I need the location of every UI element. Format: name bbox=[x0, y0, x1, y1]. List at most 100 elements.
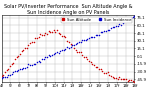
Point bbox=[76, 51, 79, 53]
Point bbox=[61, 36, 63, 37]
Point bbox=[52, 53, 55, 55]
Point bbox=[84, 56, 87, 57]
Point bbox=[103, 72, 105, 74]
Point bbox=[88, 38, 90, 39]
Point bbox=[26, 66, 28, 68]
Point bbox=[123, 20, 126, 22]
Point bbox=[81, 40, 84, 41]
Point bbox=[5, 76, 8, 78]
Point bbox=[29, 64, 32, 65]
Point bbox=[37, 60, 40, 62]
Point bbox=[31, 41, 33, 42]
Point bbox=[0, 75, 3, 76]
Point bbox=[69, 46, 72, 48]
Point bbox=[96, 34, 99, 36]
Point bbox=[47, 30, 50, 32]
Point bbox=[44, 33, 47, 34]
Point bbox=[16, 70, 18, 72]
Point bbox=[26, 47, 28, 48]
Point bbox=[130, 17, 132, 19]
Point bbox=[118, 23, 120, 25]
Point bbox=[110, 75, 112, 77]
Point bbox=[10, 63, 13, 65]
Point bbox=[0, 77, 3, 79]
Point bbox=[93, 36, 95, 38]
Point bbox=[22, 50, 25, 51]
Point bbox=[115, 77, 117, 78]
Point bbox=[54, 31, 57, 33]
Point bbox=[12, 71, 15, 73]
Point bbox=[39, 33, 42, 35]
Point bbox=[91, 63, 94, 64]
Point bbox=[64, 37, 67, 38]
Point bbox=[36, 37, 38, 39]
Point bbox=[73, 47, 75, 48]
Legend: Sun Altitude, Sun Incidence: Sun Altitude, Sun Incidence bbox=[61, 17, 132, 22]
Point bbox=[16, 56, 18, 58]
Point bbox=[126, 18, 129, 20]
Point bbox=[17, 55, 20, 57]
Point bbox=[106, 30, 109, 31]
Point bbox=[104, 30, 107, 32]
Point bbox=[81, 54, 84, 56]
Point bbox=[57, 52, 60, 54]
Point bbox=[56, 52, 58, 53]
Point bbox=[47, 55, 50, 56]
Point bbox=[32, 41, 35, 42]
Point bbox=[10, 73, 13, 75]
Point bbox=[76, 42, 79, 44]
Point bbox=[120, 24, 122, 26]
Point bbox=[115, 25, 117, 27]
Point bbox=[22, 68, 25, 69]
Point bbox=[106, 71, 109, 73]
Point bbox=[86, 58, 89, 60]
Point bbox=[73, 44, 75, 46]
Point bbox=[125, 78, 127, 80]
Point bbox=[20, 51, 23, 52]
Point bbox=[2, 74, 5, 76]
Point bbox=[49, 31, 52, 32]
Point bbox=[41, 34, 43, 36]
Point bbox=[121, 22, 124, 23]
Point bbox=[78, 42, 80, 43]
Point bbox=[32, 63, 35, 65]
Point bbox=[42, 59, 45, 60]
Point bbox=[126, 80, 129, 82]
Point bbox=[83, 39, 85, 41]
Point bbox=[108, 29, 110, 30]
Point bbox=[44, 56, 47, 58]
Point bbox=[133, 82, 136, 83]
Point bbox=[68, 47, 70, 48]
Point bbox=[113, 77, 116, 78]
Point bbox=[7, 75, 10, 76]
Point bbox=[131, 16, 134, 18]
Point bbox=[41, 59, 43, 60]
Title: Solar PV/Inverter Performance  Sun Altitude Angle & Sun Incidence Angle on PV Pa: Solar PV/Inverter Performance Sun Altitu… bbox=[4, 4, 132, 15]
Point bbox=[100, 32, 102, 33]
Point bbox=[121, 79, 124, 80]
Point bbox=[57, 33, 60, 34]
Point bbox=[51, 31, 53, 32]
Point bbox=[20, 68, 23, 70]
Point bbox=[19, 53, 21, 55]
Point bbox=[71, 44, 73, 46]
Point bbox=[9, 74, 11, 76]
Point bbox=[108, 74, 110, 76]
Point bbox=[123, 78, 126, 80]
Point bbox=[66, 40, 68, 42]
Point bbox=[56, 29, 58, 31]
Point bbox=[131, 80, 134, 82]
Point bbox=[125, 19, 127, 21]
Point bbox=[31, 64, 33, 66]
Point bbox=[61, 50, 63, 51]
Point bbox=[79, 41, 82, 42]
Point bbox=[17, 69, 20, 71]
Point bbox=[66, 46, 68, 48]
Point bbox=[46, 33, 48, 35]
Point bbox=[59, 50, 62, 52]
Point bbox=[96, 66, 99, 68]
Point bbox=[14, 58, 16, 60]
Point bbox=[19, 68, 21, 70]
Point bbox=[46, 56, 48, 58]
Point bbox=[4, 76, 6, 77]
